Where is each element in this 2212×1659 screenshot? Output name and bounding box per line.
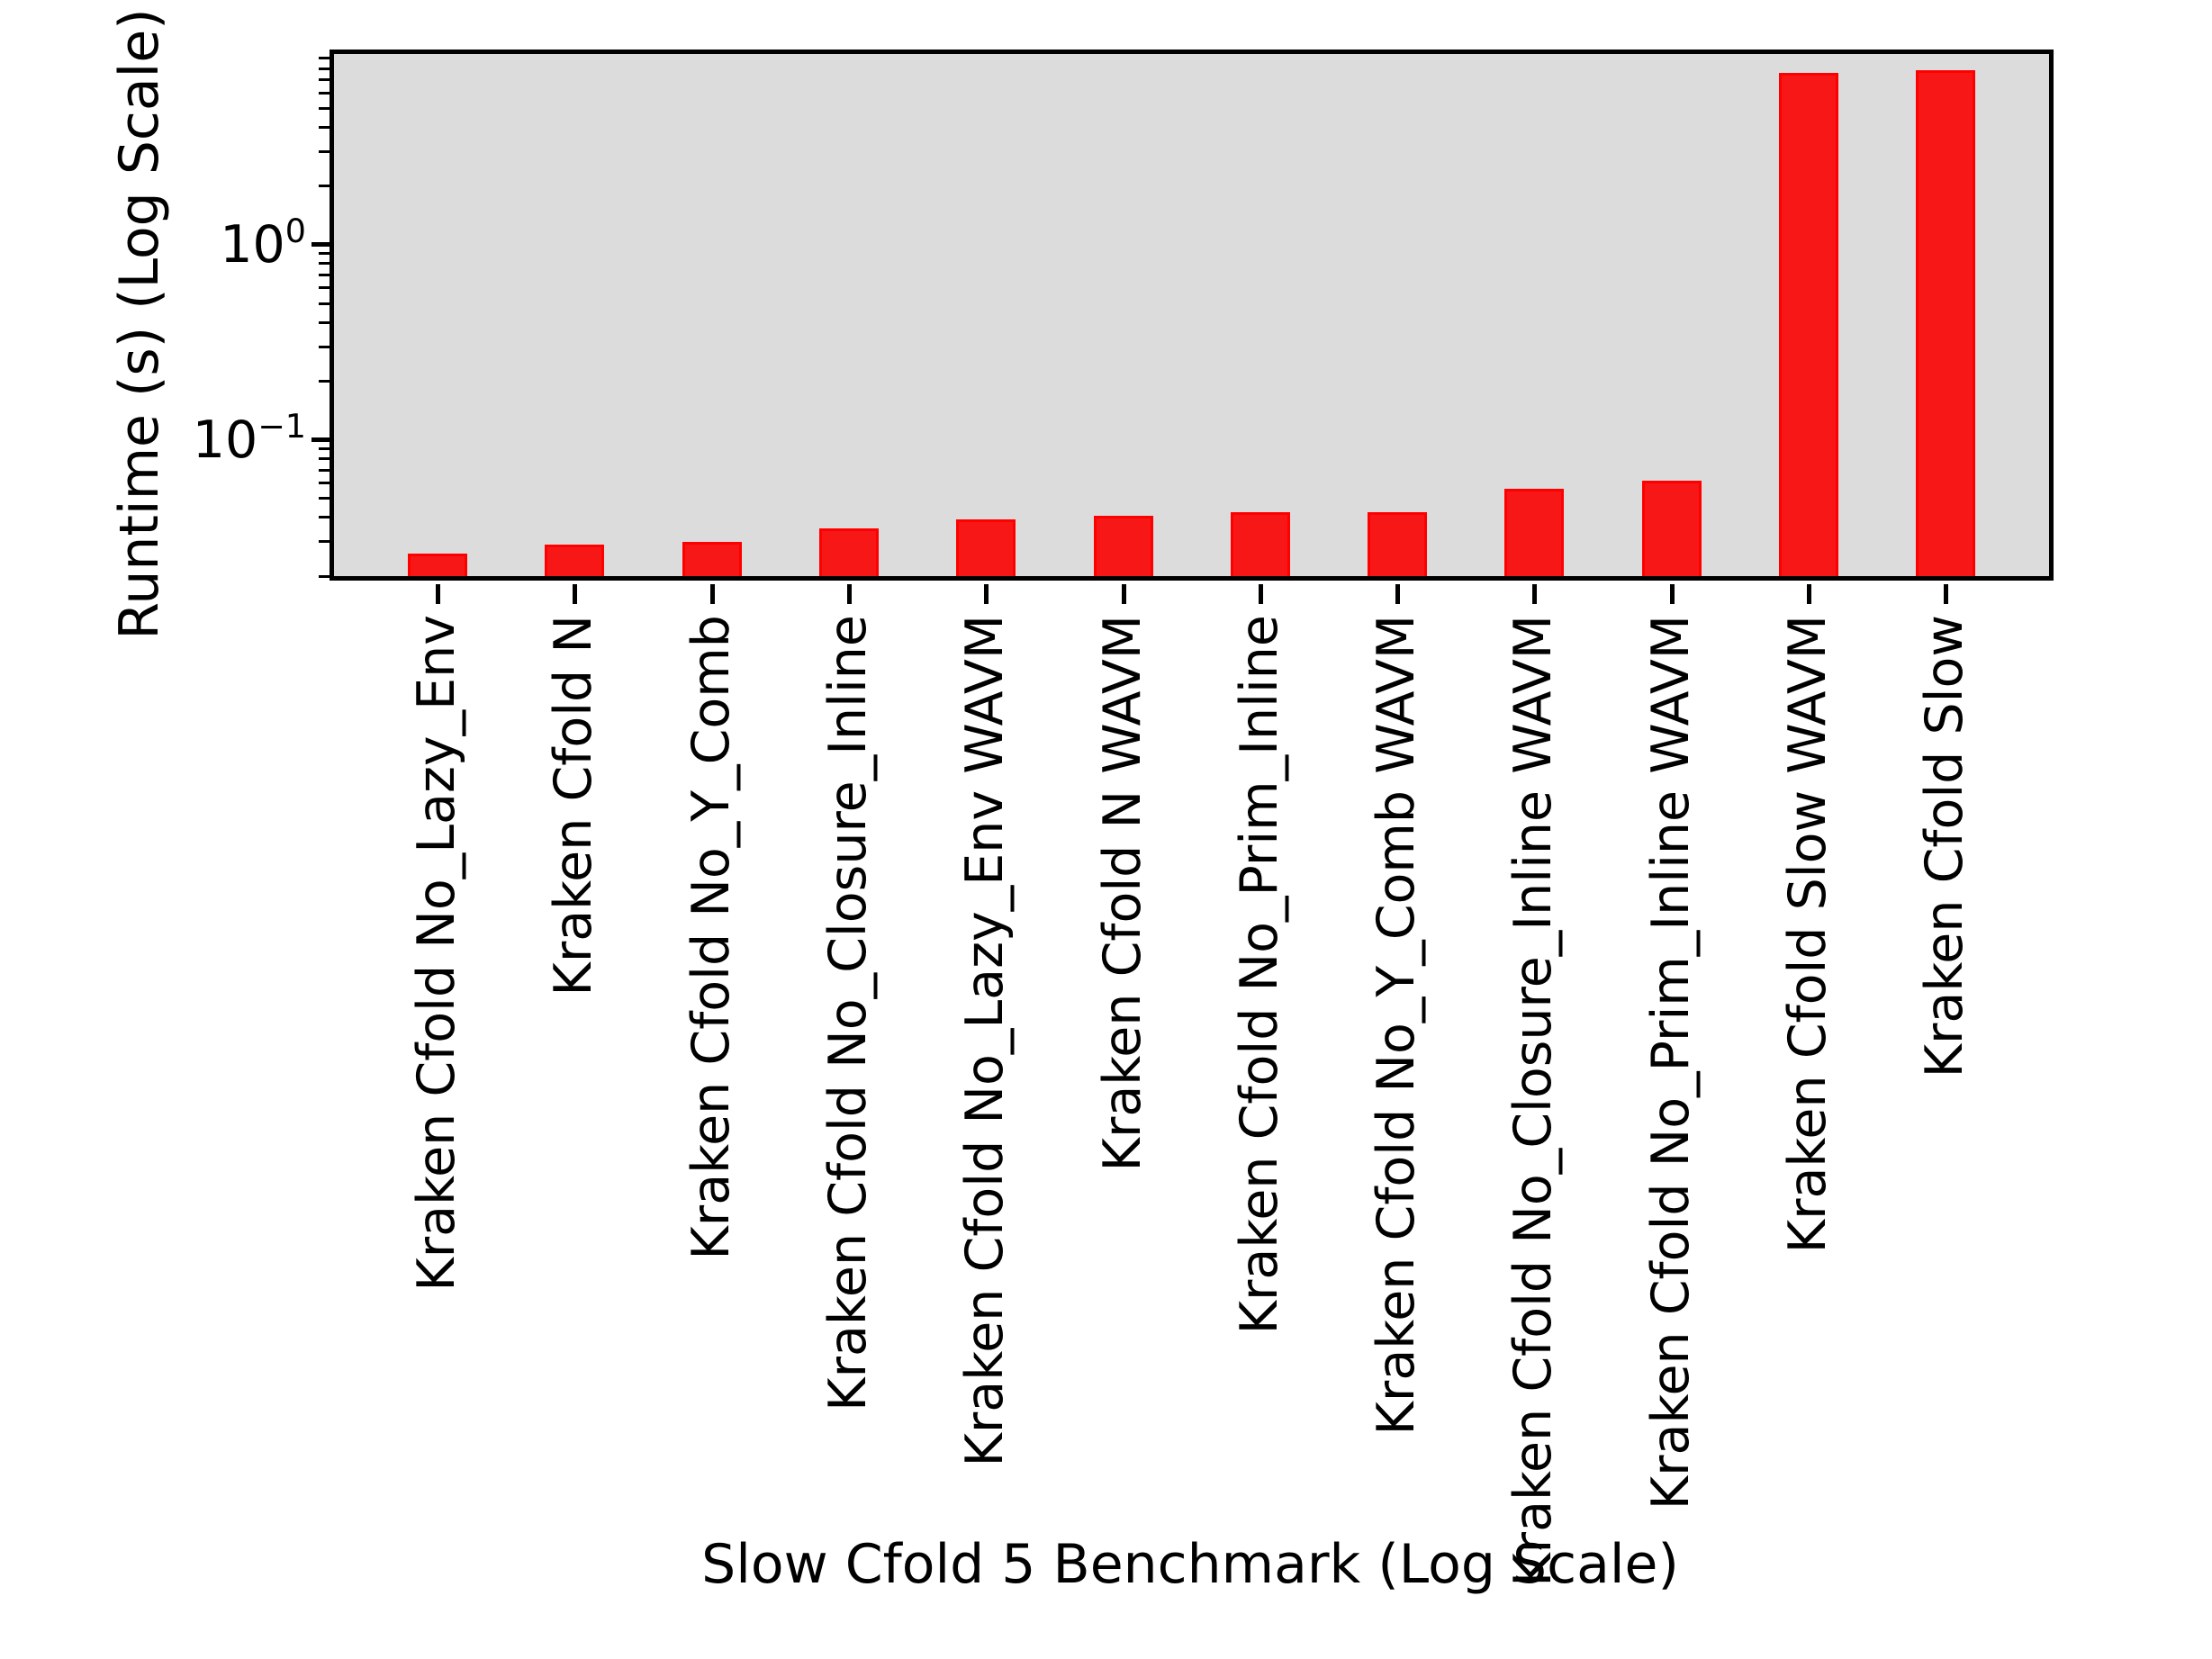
- x-axis-label: Slow Cfold 5 Benchmark (Log Scale): [701, 1533, 1679, 1596]
- x-tick-label: Kraken Cfold No_Y_Comb WAVM: [1367, 615, 1427, 1436]
- bar: [956, 519, 1016, 581]
- y-minor-tick: [319, 540, 330, 544]
- x-tick: [984, 584, 989, 604]
- y-tick: [311, 242, 330, 248]
- x-tick: [1669, 584, 1675, 604]
- bar: [1779, 73, 1838, 581]
- x-tick: [709, 584, 715, 604]
- x-tick-label: Kraken Cfold No_Closure_Inline: [817, 615, 878, 1411]
- x-tick: [436, 584, 440, 604]
- x-tick: [846, 584, 852, 604]
- x-tick-label: Kraken Cfold Slow: [1915, 615, 1975, 1078]
- y-axis-label: Runtime (s) (Log Scale): [108, 8, 171, 640]
- x-tick-label: Kraken Cfold Slow WAVM: [1778, 615, 1838, 1254]
- bar: [682, 542, 742, 581]
- x-tick-label: Kraken Cfold No_Prim_Inline WAVM: [1640, 615, 1701, 1510]
- x-tick-label: Kraken Cfold No_Lazy_Env WAVM: [955, 615, 1016, 1467]
- bar: [1368, 512, 1428, 581]
- y-minor-tick: [319, 345, 330, 348]
- y-minor-tick: [319, 516, 330, 519]
- x-tick-label: Kraken Cfold No_Prim_Inline: [1229, 615, 1289, 1335]
- x-tick: [1121, 584, 1126, 604]
- y-minor-tick: [319, 252, 330, 256]
- y-tick-label: 100: [220, 211, 306, 275]
- x-tick-label: Kraken Cfold N WAVM: [1092, 615, 1152, 1172]
- y-minor-tick: [319, 273, 330, 276]
- plot-area: [330, 50, 2054, 581]
- bar: [818, 528, 879, 581]
- x-tick: [1258, 584, 1263, 604]
- y-minor-tick: [319, 497, 330, 500]
- x-tick: [573, 584, 578, 604]
- y-minor-tick: [319, 379, 330, 383]
- y-minor-tick: [319, 447, 330, 451]
- y-minor-tick: [319, 149, 330, 153]
- x-tick-label: Kraken Cfold No_Y_Comb: [681, 615, 741, 1260]
- x-tick: [1395, 584, 1401, 604]
- y-minor-tick: [319, 482, 330, 485]
- bar: [1504, 489, 1565, 581]
- y-minor-tick: [319, 78, 330, 82]
- bar: [1093, 516, 1153, 581]
- bar: [1641, 481, 1702, 581]
- bar: [545, 545, 605, 581]
- y-minor-tick: [319, 262, 330, 266]
- y-minor-tick: [319, 302, 330, 305]
- y-minor-tick: [319, 286, 330, 290]
- x-tick-label: Kraken Cfold No_Closure_Inline WAVM: [1503, 615, 1564, 1587]
- y-minor-tick: [319, 125, 330, 129]
- y-minor-tick: [319, 468, 330, 472]
- x-tick: [1532, 584, 1538, 604]
- y-tick: [311, 437, 330, 443]
- y-minor-tick: [319, 574, 330, 578]
- y-minor-tick: [319, 185, 330, 188]
- y-minor-tick: [319, 57, 330, 60]
- y-minor-tick: [319, 457, 330, 461]
- y-minor-tick: [319, 67, 330, 70]
- bar: [408, 554, 467, 581]
- bar: [1916, 70, 1976, 581]
- y-minor-tick: [319, 320, 330, 324]
- y-tick-label: 10−1: [192, 406, 306, 470]
- bar: [1230, 512, 1290, 581]
- y-minor-tick: [319, 91, 330, 95]
- x-tick-label: Kraken Cfold No_Lazy_Env: [407, 615, 467, 1292]
- x-tick: [1807, 584, 1811, 604]
- y-minor-tick: [319, 106, 330, 110]
- x-tick-label: Kraken Cfold N: [544, 615, 604, 996]
- x-tick: [1944, 584, 1949, 604]
